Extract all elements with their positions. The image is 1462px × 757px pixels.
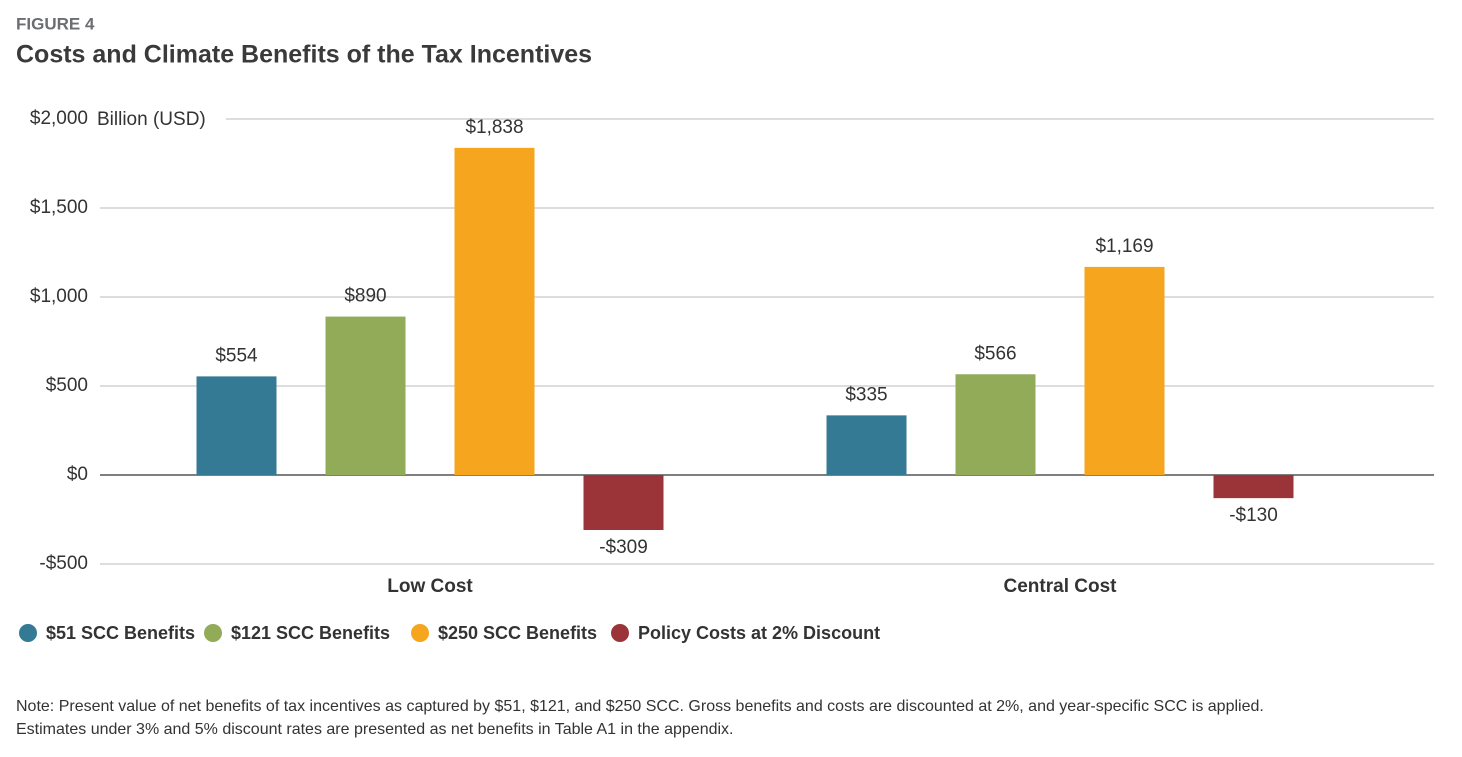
data-label: -$309	[599, 537, 648, 558]
figure-label: FIGURE 4	[16, 14, 95, 33]
chart-title: Costs and Climate Benefits of the Tax In…	[16, 41, 592, 69]
data-label: $554	[215, 345, 258, 366]
data-label: -$130	[1229, 505, 1278, 526]
legend-marker	[611, 624, 629, 642]
bar	[1213, 475, 1294, 499]
note: Note: Present value of net benefits of t…	[16, 698, 1264, 715]
y-tick-label: $2,000	[30, 108, 88, 129]
bar	[196, 376, 277, 475]
y-tick-label: $500	[46, 375, 88, 396]
bar	[955, 374, 1036, 475]
legend-marker	[204, 624, 222, 642]
legend-marker	[19, 624, 37, 642]
bar	[454, 147, 535, 475]
legend-marker	[411, 624, 429, 642]
legend-label: $51 SCC Benefits	[46, 623, 195, 643]
y-tick-label: $0	[67, 464, 88, 485]
x-tick-label: Central Cost	[1004, 576, 1118, 597]
y-axis-label: Billion (USD)	[97, 109, 206, 130]
y-tick-label: -$500	[39, 553, 88, 574]
y-tick-label: $1,500	[30, 197, 88, 218]
bar	[325, 316, 406, 475]
data-label: $1,838	[465, 117, 523, 138]
x-tick-label: Low Cost	[387, 576, 473, 597]
bar	[826, 415, 907, 475]
data-label: $1,169	[1095, 236, 1153, 257]
note: Estimates under 3% and 5% discount rates…	[16, 721, 734, 738]
data-label: $890	[344, 286, 386, 307]
legend-label: Policy Costs at 2% Discount	[638, 623, 880, 643]
bar	[1084, 266, 1165, 475]
data-label: $566	[974, 343, 1016, 364]
y-tick-label: $1,000	[30, 286, 88, 307]
data-label: $335	[845, 384, 887, 405]
legend-label: $121 SCC Benefits	[231, 623, 390, 643]
bar	[583, 475, 664, 531]
legend-label: $250 SCC Benefits	[438, 623, 597, 643]
